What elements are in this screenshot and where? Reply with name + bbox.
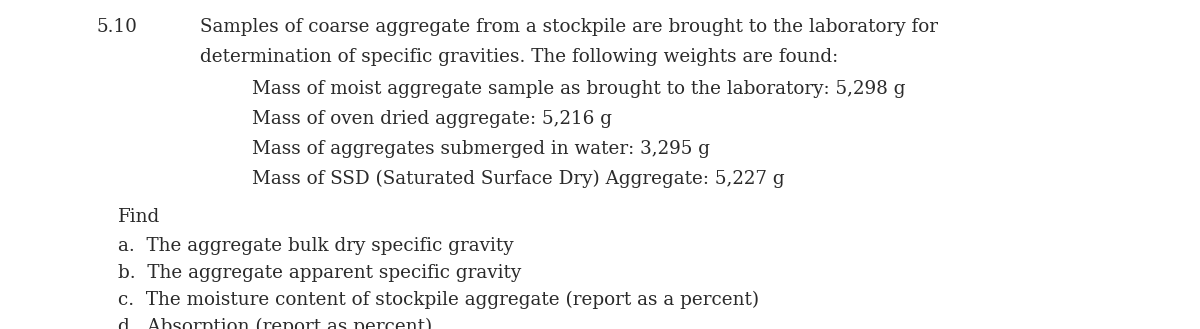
- Text: Samples of coarse aggregate from a stockpile are brought to the laboratory for: Samples of coarse aggregate from a stock…: [200, 18, 938, 36]
- Text: 5.10: 5.10: [97, 18, 138, 36]
- Text: b.  The aggregate apparent specific gravity: b. The aggregate apparent specific gravi…: [118, 264, 521, 282]
- Text: determination of specific gravities. The following weights are found:: determination of specific gravities. The…: [200, 48, 839, 66]
- Text: Mass of oven dried aggregate: 5,216 g: Mass of oven dried aggregate: 5,216 g: [252, 110, 612, 128]
- Text: Mass of SSD (Saturated Surface Dry) Aggregate: 5,227 g: Mass of SSD (Saturated Surface Dry) Aggr…: [252, 170, 785, 188]
- Text: Find: Find: [118, 208, 161, 226]
- Text: Mass of moist aggregate sample as brought to the laboratory: 5,298 g: Mass of moist aggregate sample as brough…: [252, 80, 906, 98]
- Text: c.  The moisture content of stockpile aggregate (report as a percent): c. The moisture content of stockpile agg…: [118, 291, 760, 309]
- Text: a.  The aggregate bulk dry specific gravity: a. The aggregate bulk dry specific gravi…: [118, 237, 514, 255]
- Text: Mass of aggregates submerged in water: 3,295 g: Mass of aggregates submerged in water: 3…: [252, 140, 710, 158]
- Text: d.  Absorption (report as percent): d. Absorption (report as percent): [118, 318, 432, 329]
